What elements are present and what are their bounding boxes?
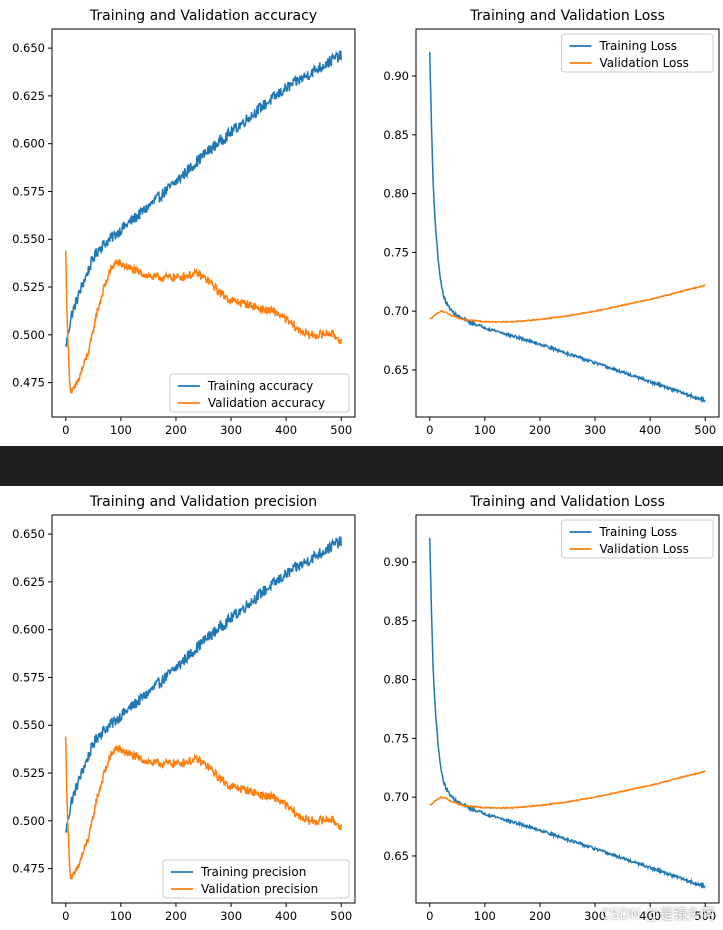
- series-line-training-loss: [429, 51, 706, 404]
- x-tick-label: 500: [694, 423, 716, 437]
- x-tick-label: 400: [275, 423, 297, 437]
- series-line-validation-precision: [65, 736, 342, 880]
- y-tick-label: 0.650: [12, 41, 45, 55]
- x-tick-label: 100: [110, 909, 132, 923]
- y-tick-label: 0.500: [12, 814, 45, 828]
- x-tick-label: 400: [275, 909, 297, 923]
- precision-chart: Training and Validation precision 0 100 200…: [12, 494, 356, 923]
- chart-legend: Training precision Validation precision: [162, 859, 350, 899]
- series-line-training-loss: [429, 537, 706, 890]
- x-tick-label: 200: [165, 909, 187, 923]
- x-tick-label: 300: [220, 909, 242, 923]
- plot-frame: [415, 28, 720, 418]
- x-tick-label: 300: [584, 909, 606, 923]
- legend-label: Validation accuracy: [208, 396, 325, 410]
- y-tick-label: 0.90: [383, 555, 409, 569]
- y-tick-label: 0.600: [12, 623, 45, 637]
- y-tick-label: 0.650: [12, 527, 45, 541]
- legend-label: Training Loss: [599, 525, 677, 539]
- y-tick-label: 0.80: [383, 187, 409, 201]
- figure-panel-top: Training and Validation accuracy 0 100 200 3…: [0, 0, 723, 446]
- y-tick-label: 0.70: [383, 304, 409, 318]
- legend-label: Training Loss: [599, 39, 677, 53]
- y-tick-label: 0.70: [383, 790, 409, 804]
- series-line-validation-accuracy: [65, 250, 342, 394]
- y-tick-label: 0.550: [12, 718, 45, 732]
- y-tick-label: 0.65: [383, 363, 409, 377]
- x-tick-label: 500: [694, 909, 716, 923]
- y-tick-label: 0.80: [383, 673, 409, 687]
- legend-box: [169, 373, 350, 413]
- x-tick-label: 0: [62, 423, 69, 437]
- y-tick-label: 0.475: [12, 862, 45, 876]
- x-tick-label: 100: [110, 423, 132, 437]
- y-tick-label: 0.625: [12, 89, 45, 103]
- series-line-training-precision: [65, 536, 342, 833]
- y-tick-label: 0.525: [12, 280, 45, 294]
- chart-title: Training and Validation Loss: [469, 8, 665, 24]
- y-tick-label: 0.85: [383, 614, 409, 628]
- x-tick-label: 100: [474, 423, 496, 437]
- chart-legend: Training Loss Validation Loss: [561, 33, 714, 73]
- chart-legend: Training accuracy Validation accuracy: [169, 373, 350, 413]
- legend-label: Training precision: [200, 865, 306, 879]
- y-tick-label: 0.90: [383, 69, 409, 83]
- series-line-training-accuracy: [65, 50, 342, 347]
- panel-divider: [0, 446, 723, 486]
- watermark-text: CSDN @是镜头阿: [600, 907, 715, 923]
- x-tick-label: 200: [529, 423, 551, 437]
- y-tick-label: 0.75: [383, 731, 409, 745]
- x-tick-label: 200: [165, 423, 187, 437]
- chart-legend: Training Loss Validation Loss: [561, 519, 714, 559]
- x-tick-label: 100: [474, 909, 496, 923]
- loss-chart-top: Training and Validation Loss 0 100 200 300 40…: [383, 8, 720, 437]
- y-tick-label: 0.550: [12, 232, 45, 246]
- y-tick-label: 0.525: [12, 766, 45, 780]
- y-tick-label: 0.65: [383, 849, 409, 863]
- x-tick-label: 0: [426, 423, 433, 437]
- loss-chart-bottom: Training and Validation Loss 0 100 200 300 40…: [383, 494, 720, 923]
- chart-title: Training and Validation precision: [89, 494, 317, 510]
- y-tick-label: 0.625: [12, 575, 45, 589]
- legend-box: [162, 859, 350, 899]
- legend-label: Training accuracy: [207, 379, 313, 393]
- accuracy-chart: Training and Validation accuracy 0 100 200 3…: [12, 8, 356, 437]
- y-tick-label: 0.600: [12, 137, 45, 151]
- y-tick-label: 0.475: [12, 376, 45, 390]
- legend-box: [561, 519, 714, 559]
- plot-frame: [51, 514, 356, 904]
- y-tick-label: 0.575: [12, 670, 45, 684]
- y-tick-label: 0.575: [12, 184, 45, 198]
- legend-label: Validation Loss: [600, 56, 689, 70]
- y-tick-label: 0.85: [383, 128, 409, 142]
- legend-label: Validation Loss: [600, 542, 689, 556]
- chart-title: Training and Validation Loss: [469, 494, 665, 510]
- x-tick-label: 0: [62, 909, 69, 923]
- x-tick-label: 0: [426, 909, 433, 923]
- figure-panel-bottom: Training and Validation precision 0 100 200…: [0, 486, 723, 930]
- x-tick-label: 400: [639, 423, 661, 437]
- series-line-validation-loss: [429, 284, 706, 324]
- chart-title: Training and Validation accuracy: [89, 8, 317, 24]
- x-tick-label: 300: [584, 423, 606, 437]
- x-tick-label: 400: [639, 909, 661, 923]
- x-tick-label: 500: [330, 423, 352, 437]
- y-tick-label: 0.75: [383, 245, 409, 259]
- x-tick-label: 200: [529, 909, 551, 923]
- legend-label: Validation precision: [201, 882, 318, 896]
- x-tick-label: 300: [220, 423, 242, 437]
- x-tick-label: 500: [330, 909, 352, 923]
- y-tick-label: 0.500: [12, 328, 45, 342]
- plot-frame: [415, 514, 720, 904]
- legend-box: [561, 33, 714, 73]
- plot-frame: [51, 28, 356, 418]
- series-line-validation-loss: [429, 770, 706, 810]
